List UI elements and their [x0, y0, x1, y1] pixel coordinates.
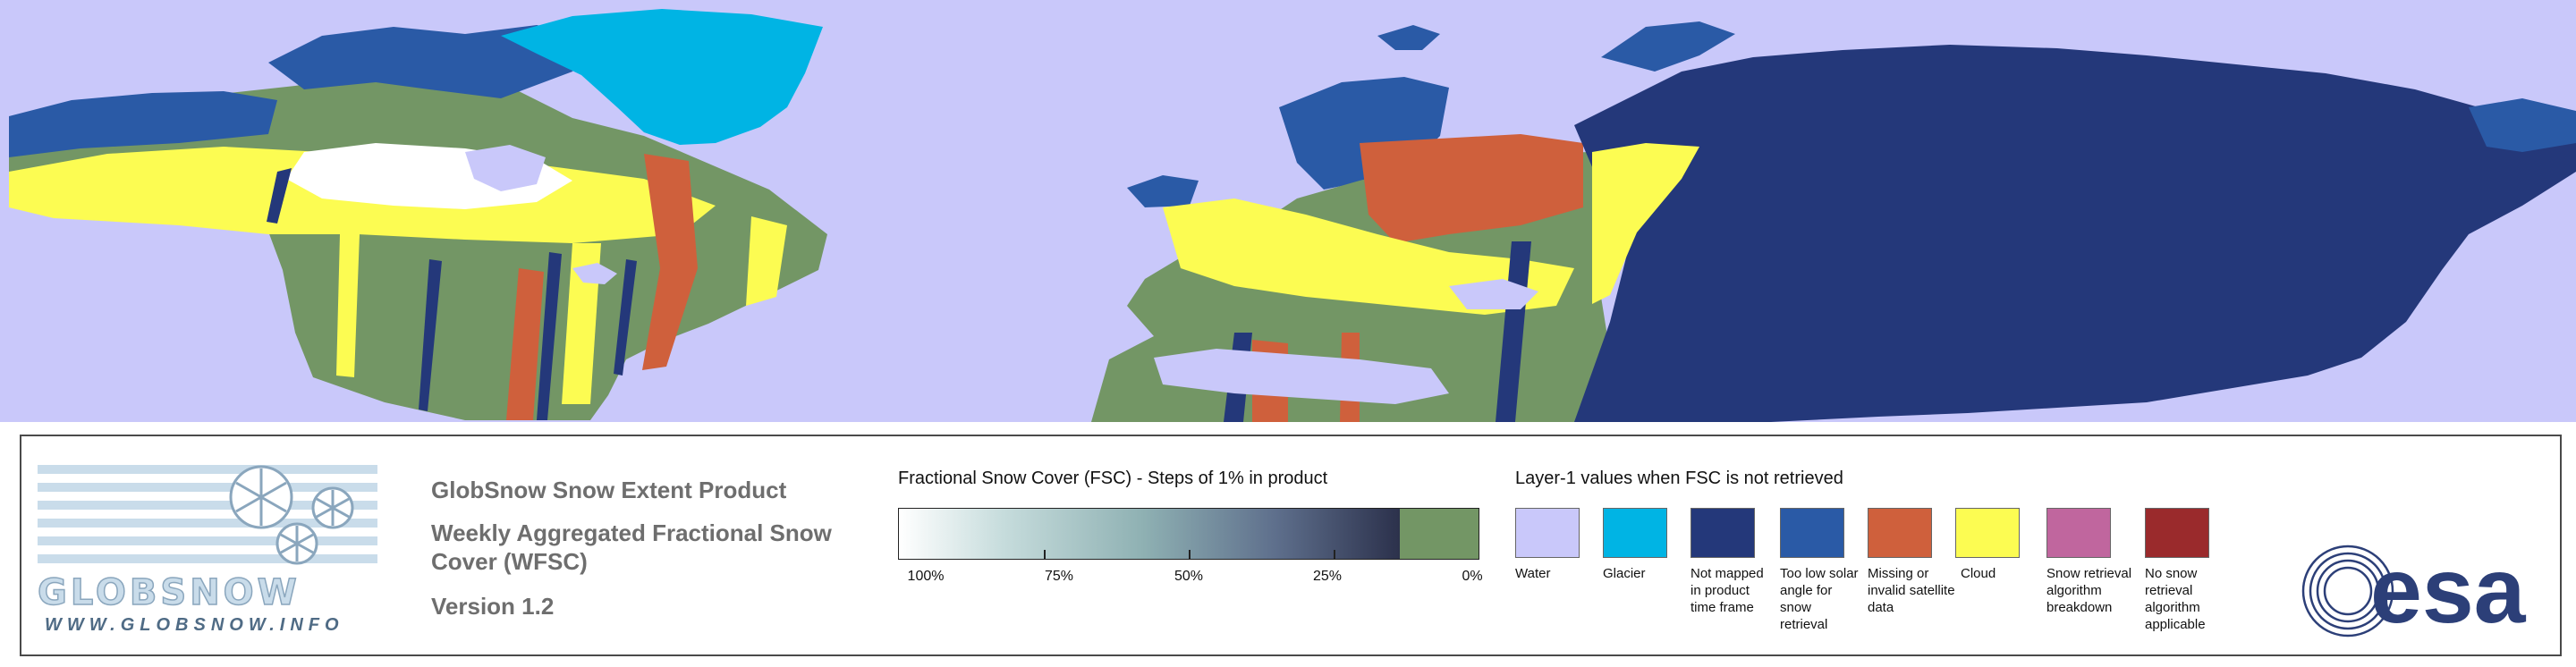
globsnow-url: WWW.GLOBSNOW.INFO	[45, 615, 344, 635]
esa-logo: esa	[2301, 542, 2527, 640]
europe-missing-band	[1360, 134, 1583, 243]
hudson-bay	[465, 145, 546, 191]
iceland	[1127, 175, 1199, 207]
na-missing-band-2	[506, 268, 544, 420]
asia-not-mapped	[1574, 45, 2576, 422]
wordmark-snow: SNOW	[160, 571, 301, 614]
na-cloud-stripe-1	[336, 234, 360, 377]
layer1-title: Layer-1 values when FSC is not retrieved	[1515, 469, 1843, 488]
swatch-missing	[1868, 508, 1932, 558]
na-dark-stripe-1	[267, 168, 292, 224]
na-dark-stripe-4	[614, 259, 637, 376]
fsc-label-75: 75%	[1044, 569, 1074, 584]
swatch-label-snow-breakdown: Snow retrieval algorithm breakdown	[2046, 566, 2132, 615]
wordmark-glob: GLOB	[37, 571, 161, 614]
swatch-label-no-snow-algorithm: No snow retrieval algorithm applicable	[2145, 566, 2206, 632]
product-title: GlobSnow Snow Extent Product	[431, 477, 787, 503]
fsc-tick	[1189, 550, 1191, 559]
alaska-low-sun	[9, 91, 277, 157]
fsc-label-50: 50%	[1174, 569, 1204, 584]
fsc-color-scale	[898, 508, 1479, 560]
fsc-label-25: 25%	[1312, 569, 1343, 584]
esa-swirl-icon	[2301, 545, 2394, 637]
black-sea	[1449, 279, 1538, 309]
mediterranean-sea	[1154, 349, 1449, 404]
legend-panel: GLOBSNOW WWW.GLOBSNOW.INFO GlobSnow Snow…	[20, 435, 2562, 656]
swatch-label-not-mapped: Not mapped in product time frame	[1690, 566, 1764, 615]
na-missing-band-1	[642, 154, 698, 370]
swatch-label-glacier: Glacier	[1603, 566, 1646, 581]
na-dark-stripe-3	[537, 252, 562, 420]
swatch-water	[1515, 508, 1580, 558]
svalbard	[1377, 25, 1440, 50]
fsc-tick	[1334, 550, 1335, 559]
swatch-label-water: Water	[1515, 566, 1551, 581]
snowflake-icon	[229, 465, 354, 565]
swatch-low-sun	[1780, 508, 1844, 558]
esa-wordmark: esa	[2370, 542, 2527, 640]
product-subtitle-line2: Cover (WFSC)	[431, 548, 588, 575]
fsc-zero-swatch	[1400, 509, 1479, 559]
product-version: Version 1.2	[431, 593, 555, 620]
greenland-glacier	[501, 9, 823, 145]
russia-arctic-islands	[1601, 21, 1735, 72]
great-lakes	[572, 263, 617, 284]
na-cloud-stripe-2	[562, 243, 601, 404]
sakhalin-japan	[2317, 259, 2361, 322]
fsc-tick	[1044, 550, 1046, 559]
globsnow-logo-stripes	[38, 465, 377, 565]
swatch-not-mapped	[1690, 508, 1755, 558]
na-cloud-stripe-3	[746, 216, 787, 306]
snow-cover-map	[0, 0, 2576, 422]
arctic-canada-islands	[268, 25, 590, 98]
globsnow-wordmark: GLOBSNOW	[37, 571, 301, 614]
kamchatka	[2469, 98, 2576, 152]
swatch-label-low-sun: Too low solar angle for snow retrieval	[1780, 566, 1859, 632]
swatch-snow-breakdown	[2046, 508, 2111, 558]
swatch-label-missing: Missing or invalid satellite data	[1868, 566, 1955, 615]
na-dark-stripe-2	[419, 259, 442, 411]
fsc-label-0: 0%	[1462, 569, 1483, 584]
fsc-scale-title: Fractional Snow Cover (FSC) - Steps of 1…	[898, 469, 1328, 488]
fsc-label-100: 100%	[907, 569, 945, 584]
swatch-no-snow-algorithm	[2145, 508, 2209, 558]
swatch-label-cloud: Cloud	[1961, 566, 1996, 581]
swatch-glacier	[1603, 508, 1667, 558]
product-subtitle-line1: Weekly Aggregated Fractional Snow	[431, 519, 832, 546]
swatch-cloud	[1955, 508, 2020, 558]
europe-russia-cloud-edge	[1592, 143, 1699, 304]
